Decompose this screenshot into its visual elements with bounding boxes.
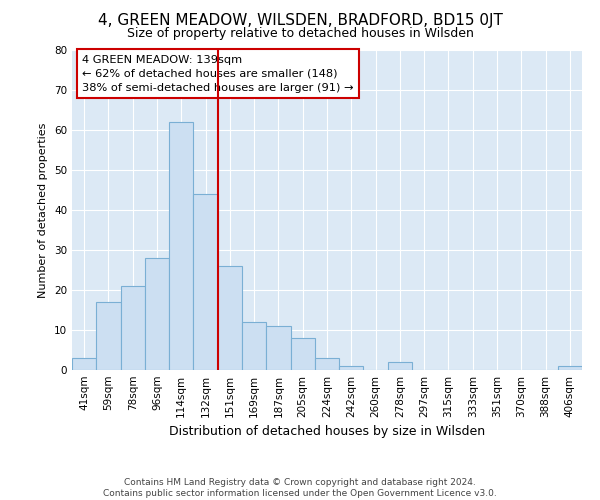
Bar xyxy=(339,366,364,370)
Y-axis label: Number of detached properties: Number of detached properties xyxy=(38,122,49,298)
Bar xyxy=(388,362,412,370)
Bar xyxy=(193,194,218,370)
Text: Contains HM Land Registry data © Crown copyright and database right 2024.
Contai: Contains HM Land Registry data © Crown c… xyxy=(103,478,497,498)
Bar xyxy=(145,258,169,370)
X-axis label: Distribution of detached houses by size in Wilsden: Distribution of detached houses by size … xyxy=(169,426,485,438)
Bar xyxy=(121,286,145,370)
Bar xyxy=(218,266,242,370)
Bar xyxy=(266,326,290,370)
Bar xyxy=(169,122,193,370)
Bar xyxy=(72,358,96,370)
Bar xyxy=(315,358,339,370)
Text: Size of property relative to detached houses in Wilsden: Size of property relative to detached ho… xyxy=(127,28,473,40)
Bar xyxy=(242,322,266,370)
Bar xyxy=(558,366,582,370)
Text: 4, GREEN MEADOW, WILSDEN, BRADFORD, BD15 0JT: 4, GREEN MEADOW, WILSDEN, BRADFORD, BD15… xyxy=(98,12,502,28)
Bar xyxy=(290,338,315,370)
Text: 4 GREEN MEADOW: 139sqm
← 62% of detached houses are smaller (148)
38% of semi-de: 4 GREEN MEADOW: 139sqm ← 62% of detached… xyxy=(82,55,354,93)
Bar xyxy=(96,302,121,370)
